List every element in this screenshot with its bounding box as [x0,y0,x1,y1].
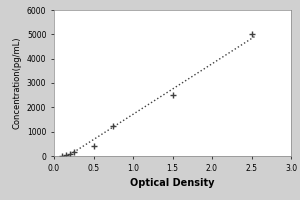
Y-axis label: Concentration(pg/mL): Concentration(pg/mL) [12,37,21,129]
X-axis label: Optical Density: Optical Density [130,178,215,188]
